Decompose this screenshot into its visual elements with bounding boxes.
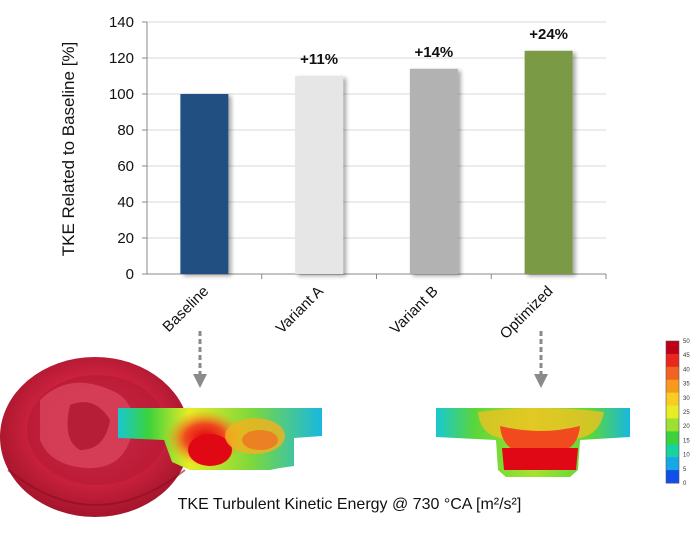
color-scale-swatch: [666, 341, 679, 355]
arrow-baseline: [193, 331, 207, 388]
bar-variant-b: [409, 68, 458, 274]
color-scale-tick: 25: [683, 410, 690, 416]
color-scale-swatch: [666, 470, 679, 484]
y-tick-label: 140: [109, 14, 134, 31]
figure-caption: TKE Turbulent Kinetic Energy @ 730 °CA […: [177, 496, 522, 513]
color-scale-tick: 50: [683, 339, 690, 345]
color-scale-swatch: [666, 379, 679, 394]
bars: [180, 50, 573, 274]
y-axis-label: TKE Related to Baseline [%]: [59, 42, 78, 257]
color-scale-tick: 0: [683, 481, 687, 487]
y-tick-label: 20: [117, 230, 134, 247]
color-scale-tick: 40: [683, 367, 690, 373]
color-scale-swatch: [666, 431, 679, 445]
color-scale-border: [665, 340, 680, 484]
arrow-optimized: [534, 331, 548, 388]
data-label: +11%: [300, 51, 338, 68]
category-label: Optimized: [497, 283, 557, 343]
y-tick-label: 0: [126, 266, 134, 283]
y-tick-label: 100: [109, 86, 134, 103]
bar-optimized: [524, 50, 573, 274]
plot-area: 0 20 40 60 80 100 120 140 +11% +14% +24% Baseline…: [109, 14, 607, 343]
bar-variant-a: [295, 76, 344, 274]
color-scale-swatch: [666, 418, 679, 432]
y-tick-labels: 0 20 40 60 80 100 120 140: [109, 14, 147, 283]
y-tick-label: 40: [117, 194, 134, 211]
data-label: +14%: [414, 44, 453, 61]
y-tick-label: 60: [117, 158, 134, 175]
y-tick-label: 120: [109, 50, 134, 67]
color-scale-swatch: [666, 392, 679, 407]
color-scale-tick: 20: [683, 424, 690, 430]
color-scale-swatch: [666, 405, 679, 419]
tke-contour-optimized: [436, 408, 630, 477]
category-labels: Baseline Variant A Variant B Optimized: [159, 274, 607, 343]
tke-contour-baseline: [118, 408, 322, 470]
color-scale-swatch: [666, 444, 679, 458]
color-scale-swatch: [666, 353, 679, 368]
color-scale-tick: 45: [683, 353, 690, 359]
y-tick-label: 80: [117, 122, 134, 139]
color-scale-tick: 5: [683, 467, 687, 473]
color-scale-tick: 35: [683, 382, 690, 388]
color-scale-tick: 15: [683, 438, 690, 444]
color-scale-tick: 30: [683, 396, 690, 402]
piston-image: [0, 357, 190, 517]
color-scale-tick: 10: [683, 453, 690, 459]
category-label: Variant B: [387, 283, 442, 338]
category-label: Variant A: [273, 283, 327, 337]
color-scale-swatch: [666, 366, 679, 381]
data-labels: +11% +14% +24%: [300, 26, 568, 68]
color-scale-swatch: [666, 457, 679, 471]
bar-baseline: [180, 94, 229, 274]
data-label: +24%: [529, 26, 568, 43]
category-label: Baseline: [159, 283, 212, 336]
